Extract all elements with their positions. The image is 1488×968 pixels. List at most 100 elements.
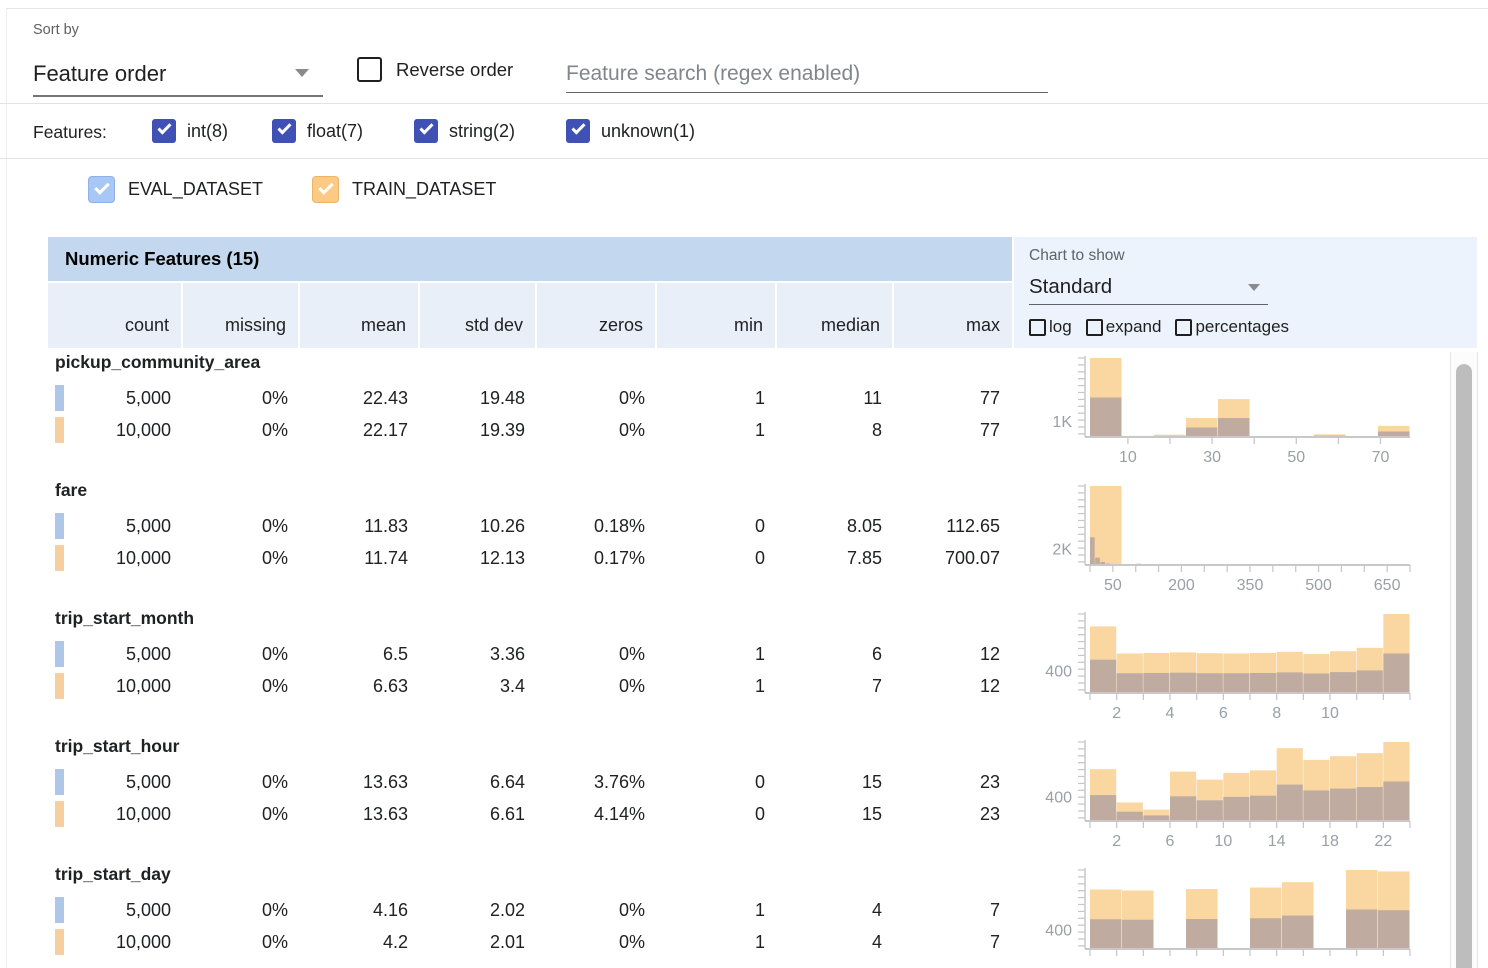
cell-median: 8.05 (846, 515, 882, 536)
reverse-order-checkbox[interactable] (357, 57, 382, 82)
axis-tick-label: 2 (1112, 833, 1121, 850)
axis-tick-label: 70 (1372, 449, 1390, 466)
feature-block-fare: fare 5,000 0% 11.83 10.26 0.18% 0 8.05 112.65 10,… (48, 478, 1012, 606)
cell-missing: 0% (261, 547, 288, 568)
feature-block-trip_start_month: trip_start_month 5,000 0% 6.5 3.36 0% 1 6 12 10,0… (48, 606, 1012, 734)
reverse-order-control[interactable]: Reverse order (357, 57, 513, 82)
cell-zeros: 0.18% (593, 515, 645, 536)
histogram-bar (1196, 800, 1223, 821)
check-icon (418, 120, 434, 135)
scrollbar-track[interactable] (1450, 352, 1478, 968)
histogram-bar (1346, 909, 1378, 949)
histogram-bar (1196, 673, 1223, 693)
filters-divider (0, 158, 1488, 159)
axis-tick-label: 4 (1166, 705, 1175, 722)
filter-label: string(2) (449, 120, 516, 141)
cell-zeros: 0% (618, 931, 645, 952)
toggle-percentages[interactable]: percentages (1175, 317, 1289, 337)
cell-min: 1 (754, 675, 765, 696)
column-header-missing: missing (183, 283, 300, 348)
cell-missing: 0% (261, 803, 288, 824)
stats-row-EVAL_DATASET: 5,000 0% 6.5 3.36 0% 1 6 12 (48, 638, 1012, 670)
train-swatch (55, 417, 64, 443)
expand-checkbox[interactable] (1085, 318, 1103, 336)
train-dataset-checkbox[interactable] (312, 176, 339, 203)
axis-tick-label: 8 (1272, 705, 1281, 722)
train-dataset-label: TRAIN_DATASET (352, 179, 497, 199)
histogram-bar (1250, 795, 1277, 821)
cell-mean: 4.2 (382, 931, 408, 952)
legend-train-dataset[interactable]: TRAIN_DATASET (312, 176, 496, 203)
cell-std-dev: 19.48 (479, 387, 525, 408)
axis-tick-label: 14 (1268, 833, 1286, 850)
log-checkbox[interactable] (1029, 318, 1046, 336)
chart-type-select[interactable]: Standard (1029, 267, 1268, 305)
cell-count: 5,000 (125, 771, 171, 792)
cell-median: 7.85 (846, 547, 882, 568)
cell-median: 15 (861, 803, 882, 824)
toggle-log[interactable]: log (1029, 317, 1072, 337)
numeric-features-title: Numeric Features (15) (65, 248, 260, 269)
string-checkbox[interactable] (414, 119, 438, 143)
cell-missing: 0% (261, 899, 288, 920)
unknown-checkbox[interactable] (566, 119, 590, 143)
histogram-bar (1330, 788, 1357, 821)
cell-median: 7 (871, 675, 882, 696)
histogram-bar (1378, 910, 1410, 949)
cell-max: 23 (979, 771, 1000, 792)
percentages-label: percentages (1195, 317, 1290, 336)
legend-eval-dataset[interactable]: EVAL_DATASET (88, 176, 263, 203)
eval-swatch (55, 385, 64, 411)
stats-row-TRAIN_DATASET: 10,000 0% 13.63 6.61 4.14% 0 15 23 (48, 798, 1012, 830)
histogram-bar (1223, 796, 1250, 821)
feature-search-input[interactable] (566, 55, 1048, 93)
stats-row-EVAL_DATASET: 5,000 0% 4.16 2.02 0% 1 4 7 (48, 894, 1012, 926)
cell-max: 23 (979, 803, 1000, 824)
histogram-bar (1170, 672, 1197, 693)
histogram-bar (1090, 397, 1122, 437)
train-swatch (55, 673, 64, 699)
toggle-expand[interactable]: expand (1085, 317, 1161, 337)
card-border-left (6, 8, 7, 968)
stats-row-EVAL_DATASET: 5,000 0% 11.83 10.26 0.18% 0 8.05 112.65 (48, 510, 1012, 542)
axis-tick-label: 500 (1305, 577, 1332, 594)
cell-std-dev: 3.4 (499, 675, 525, 696)
cell-std-dev: 6.61 (489, 803, 525, 824)
float-checkbox[interactable] (272, 119, 296, 143)
column-header-count: count (48, 283, 183, 348)
histogram-bar (1186, 919, 1218, 949)
cell-median: 15 (861, 771, 882, 792)
filter-item-unknown[interactable]: unknown(1) (566, 119, 695, 143)
axis-tick-label: 50 (1287, 449, 1305, 466)
axis-tick-label: 10 (1119, 449, 1137, 466)
table-column-header: count missing mean std dev zeros min median max (48, 283, 1012, 348)
axis-tick-label: 18 (1321, 833, 1339, 850)
int-checkbox[interactable] (152, 119, 176, 143)
eval-dataset-checkbox[interactable] (88, 176, 115, 203)
histogram-bar (1303, 790, 1330, 821)
percentages-checkbox[interactable] (1175, 318, 1193, 336)
histogram-bar (1223, 673, 1250, 693)
feature-name: trip_start_hour (55, 736, 180, 756)
cell-missing: 0% (261, 675, 288, 696)
filter-item-int[interactable]: int(8) (152, 119, 228, 143)
axis-tick-label: 200 (1168, 577, 1195, 594)
scrollbar-thumb[interactable] (1456, 364, 1472, 968)
cell-min: 0 (754, 803, 765, 824)
cell-zeros: 4.14% (593, 803, 645, 824)
filter-item-float[interactable]: float(7) (272, 119, 363, 143)
cell-min: 0 (754, 771, 765, 792)
cell-mean: 6.5 (382, 643, 408, 664)
cell-max: 12 (979, 675, 1000, 696)
cell-zeros: 0% (618, 643, 645, 664)
sort-by-select[interactable]: Feature order (33, 50, 323, 97)
cell-max: 77 (979, 419, 1000, 440)
cell-mean: 22.43 (362, 387, 408, 408)
histogram-trip_start_month: 2 4 6 8 10 400 (1045, 612, 1411, 722)
filter-item-string[interactable]: string(2) (414, 119, 515, 143)
cell-std-dev: 19.39 (479, 419, 525, 440)
cell-min: 0 (754, 515, 765, 536)
log-label: log (1049, 317, 1072, 336)
histogram-bar (1250, 672, 1277, 693)
check-icon (93, 179, 110, 195)
